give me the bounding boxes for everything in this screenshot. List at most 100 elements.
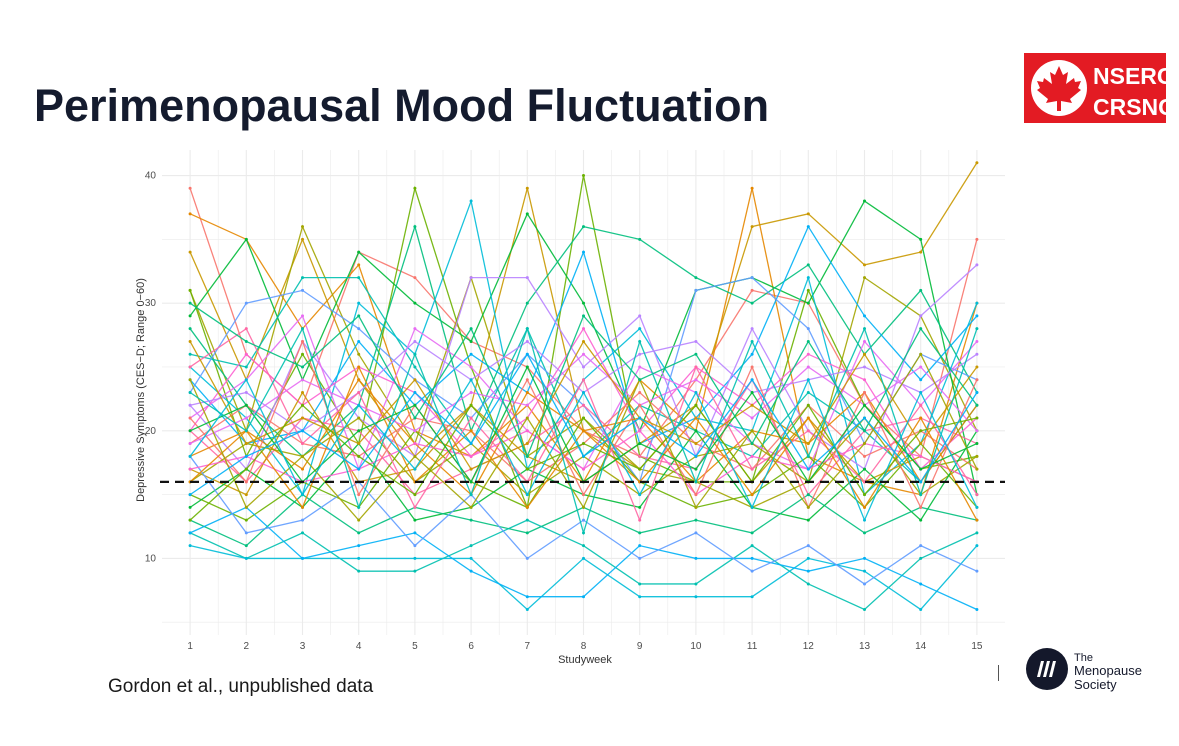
data-point	[301, 467, 304, 471]
data-point	[525, 301, 529, 305]
data-point	[582, 174, 585, 178]
x-tick-label: 9	[637, 641, 643, 652]
data-point	[919, 582, 923, 586]
data-point	[975, 493, 979, 497]
data-point	[244, 327, 248, 331]
data-point	[750, 327, 754, 331]
data-point	[244, 544, 248, 548]
data-point	[919, 403, 923, 407]
data-point	[413, 352, 417, 356]
data-point	[863, 467, 866, 471]
data-point	[413, 454, 417, 458]
data-point	[638, 237, 642, 241]
data-point	[301, 352, 304, 356]
data-point	[975, 161, 979, 165]
data-point	[525, 429, 529, 433]
series-layer	[188, 161, 979, 611]
data-point	[694, 276, 698, 280]
data-point	[975, 263, 979, 267]
data-point	[806, 505, 810, 509]
data-point	[919, 544, 923, 548]
data-point	[806, 339, 810, 343]
data-point	[188, 416, 192, 420]
data-point	[188, 518, 192, 522]
data-point	[750, 288, 754, 292]
data-point	[975, 301, 979, 305]
data-point	[863, 391, 866, 394]
data-point	[919, 314, 923, 318]
data-point	[863, 403, 866, 407]
data-point	[638, 327, 642, 331]
data-point	[863, 352, 866, 356]
data-point	[694, 493, 698, 497]
data-point	[469, 569, 473, 573]
data-point	[413, 531, 417, 535]
x-tick-label: 3	[300, 641, 306, 652]
data-point	[975, 327, 979, 331]
data-point	[188, 505, 192, 509]
data-point	[357, 493, 361, 497]
data-point	[469, 276, 473, 280]
data-point	[525, 352, 529, 356]
y-tick-label: 40	[145, 171, 157, 182]
data-point	[244, 339, 248, 343]
data-point	[301, 442, 304, 446]
data-point	[244, 480, 248, 484]
data-point	[413, 276, 417, 280]
data-point	[413, 442, 417, 446]
data-point	[863, 199, 866, 203]
data-point	[975, 429, 979, 433]
data-point	[525, 212, 529, 216]
data-point	[469, 467, 473, 471]
data-point	[975, 237, 979, 241]
data-point	[469, 403, 473, 407]
data-point	[806, 288, 810, 292]
data-point	[582, 544, 585, 548]
data-point	[582, 314, 585, 318]
data-point	[357, 544, 361, 548]
data-point	[975, 416, 979, 420]
data-point	[750, 301, 754, 305]
data-point	[975, 391, 979, 394]
y-tick-label: 20	[145, 426, 157, 437]
data-point	[582, 378, 585, 382]
data-point	[357, 556, 361, 560]
data-point	[638, 556, 642, 560]
data-point	[244, 454, 248, 458]
data-point	[919, 378, 923, 382]
data-point	[357, 276, 361, 280]
data-point	[357, 442, 361, 446]
data-point	[413, 569, 417, 573]
data-point	[301, 429, 304, 433]
data-point	[525, 556, 529, 560]
data-point	[638, 505, 642, 509]
data-point	[469, 442, 473, 446]
data-point	[694, 403, 698, 407]
data-point	[469, 480, 473, 484]
data-point	[919, 442, 923, 446]
data-point	[188, 212, 192, 216]
data-point	[638, 352, 642, 356]
data-point	[919, 454, 923, 458]
slide-title: Perimenopausal Mood Fluctuation	[34, 80, 770, 131]
data-point	[638, 531, 642, 535]
data-point	[694, 518, 698, 522]
data-point	[638, 429, 642, 433]
data-point	[525, 403, 529, 407]
data-point	[863, 582, 866, 586]
data-point	[806, 544, 810, 548]
data-point	[863, 276, 866, 280]
data-point	[750, 378, 754, 382]
data-point	[413, 365, 417, 369]
data-point	[975, 569, 979, 573]
data-point	[919, 416, 923, 420]
data-point	[863, 378, 866, 382]
data-point	[638, 365, 642, 369]
data-point	[806, 493, 810, 497]
menopause-society-wordmark: The Menopause Society	[1074, 652, 1142, 692]
data-point	[244, 442, 248, 446]
data-point	[919, 365, 923, 369]
data-point	[694, 442, 698, 446]
data-point	[582, 365, 585, 369]
data-point	[469, 429, 473, 433]
